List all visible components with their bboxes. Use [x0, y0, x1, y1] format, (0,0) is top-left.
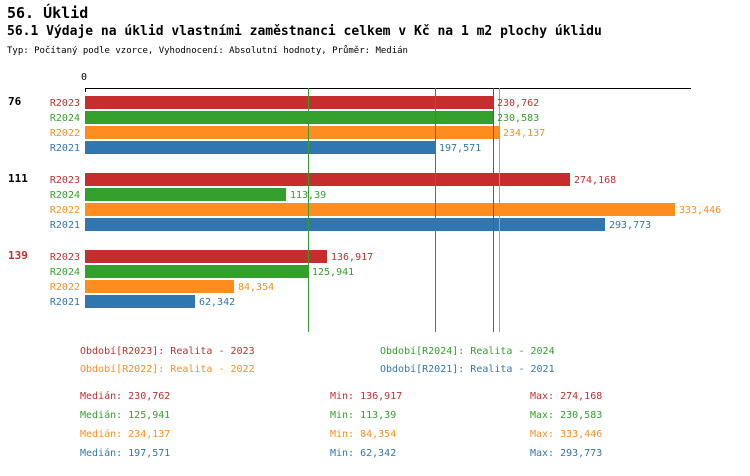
bar-R2022	[85, 203, 675, 216]
stats-max-R2022: Max: 333,446	[530, 429, 603, 440]
stats-max-R2021: Max: 293,773	[530, 448, 603, 459]
series-row-label: R2022	[49, 205, 80, 216]
median-line-R2022	[499, 88, 500, 332]
series-row-label: R2021	[49, 297, 80, 308]
group-label: 139	[8, 249, 28, 262]
axis-zero-label: 0	[81, 72, 88, 83]
bar-R2024	[85, 265, 308, 278]
stats-max-R2024: Max: 230,583	[530, 410, 603, 421]
series-row-label: R2021	[49, 143, 80, 154]
bar-value-label: 234,137	[503, 128, 546, 139]
group-label: 76	[8, 95, 22, 108]
x-axis-line	[85, 88, 691, 89]
series-row-label: R2023	[49, 252, 80, 263]
bar-value-label: 136,917	[331, 252, 374, 263]
bar-R2023	[85, 173, 570, 186]
median-line-R2021	[435, 88, 436, 332]
bar-R2021	[85, 141, 435, 154]
bar-value-label: 113,39	[290, 190, 327, 201]
bar-R2021	[85, 295, 195, 308]
bar-value-label: 293,773	[609, 220, 652, 231]
legend-item-R2022: Období[R2022]: Realita - 2022	[80, 364, 255, 375]
series-row-label: R2022	[49, 128, 80, 139]
stats-median-R2021: Medián: 197,571	[80, 448, 171, 459]
bar-R2023	[85, 250, 327, 263]
plot-area: 0 76 R2023 230,762 R2024 230,583 R2022 234,137…	[0, 72, 750, 332]
bar-value-label: 274,168	[574, 175, 617, 186]
series-row-label: R2022	[49, 282, 80, 293]
bar-value-label: 62,342	[199, 297, 236, 308]
stats-min-R2023: Min: 136,917	[330, 391, 403, 402]
stats-table: Medián: 230,762 Min: 136,917 Max: 274,168 M…	[80, 391, 602, 459]
bar-R2021	[85, 218, 605, 231]
series-row-label: R2024	[49, 113, 80, 124]
stats-median-R2023: Medián: 230,762	[80, 391, 171, 402]
series-row-label: R2023	[49, 175, 80, 186]
stats-min-R2022: Min: 84,354	[330, 429, 397, 440]
bar-value-label: 84,354	[238, 282, 275, 293]
bar-R2022	[85, 126, 499, 139]
bar-value-label: 333,446	[679, 205, 722, 216]
series-row-label: R2023	[49, 98, 80, 109]
bar-value-label: 197,571	[439, 143, 482, 154]
legend-item-R2023: Období[R2023]: Realita - 2023	[80, 346, 255, 357]
bar-value-label: 230,583	[497, 113, 540, 124]
group-label: 111	[8, 172, 28, 185]
series-row-label: R2024	[49, 190, 80, 201]
legend-item-R2021: Období[R2021]: Realita - 2021	[380, 364, 555, 375]
chart-meta-line: Typ: Počítaný podle vzorce, Vyhodnocení:…	[7, 46, 408, 56]
legend: Období[R2023]: Realita - 2023 Období[R202…	[80, 346, 555, 375]
median-line-R2023	[493, 88, 494, 332]
stats-min-R2021: Min: 62,342	[330, 448, 397, 459]
stats-min-R2024: Min: 113,39	[330, 410, 397, 421]
series-row-label: R2021	[49, 220, 80, 231]
bar-value-label: 230,762	[497, 98, 540, 109]
chart-subtitle: 56.1 Výdaje na úklid vlastními zaměstnan…	[7, 24, 602, 39]
median-line-R2024	[308, 88, 309, 332]
stats-median-R2022: Medián: 234,137	[80, 429, 171, 440]
bar-value-label: 125,941	[312, 267, 355, 278]
bar-R2022	[85, 280, 234, 293]
stats-max-R2023: Max: 274,168	[530, 391, 603, 402]
bar-R2024	[85, 188, 286, 201]
bar-R2024	[85, 111, 493, 124]
x-axis-tick	[85, 88, 86, 92]
legend-item-R2024: Období[R2024]: Realita - 2024	[380, 346, 555, 357]
series-row-label: R2024	[49, 267, 80, 278]
page-title: 56. Úklid	[7, 4, 89, 22]
bar-R2023	[85, 96, 493, 109]
stats-median-R2024: Medián: 125,941	[80, 410, 171, 421]
